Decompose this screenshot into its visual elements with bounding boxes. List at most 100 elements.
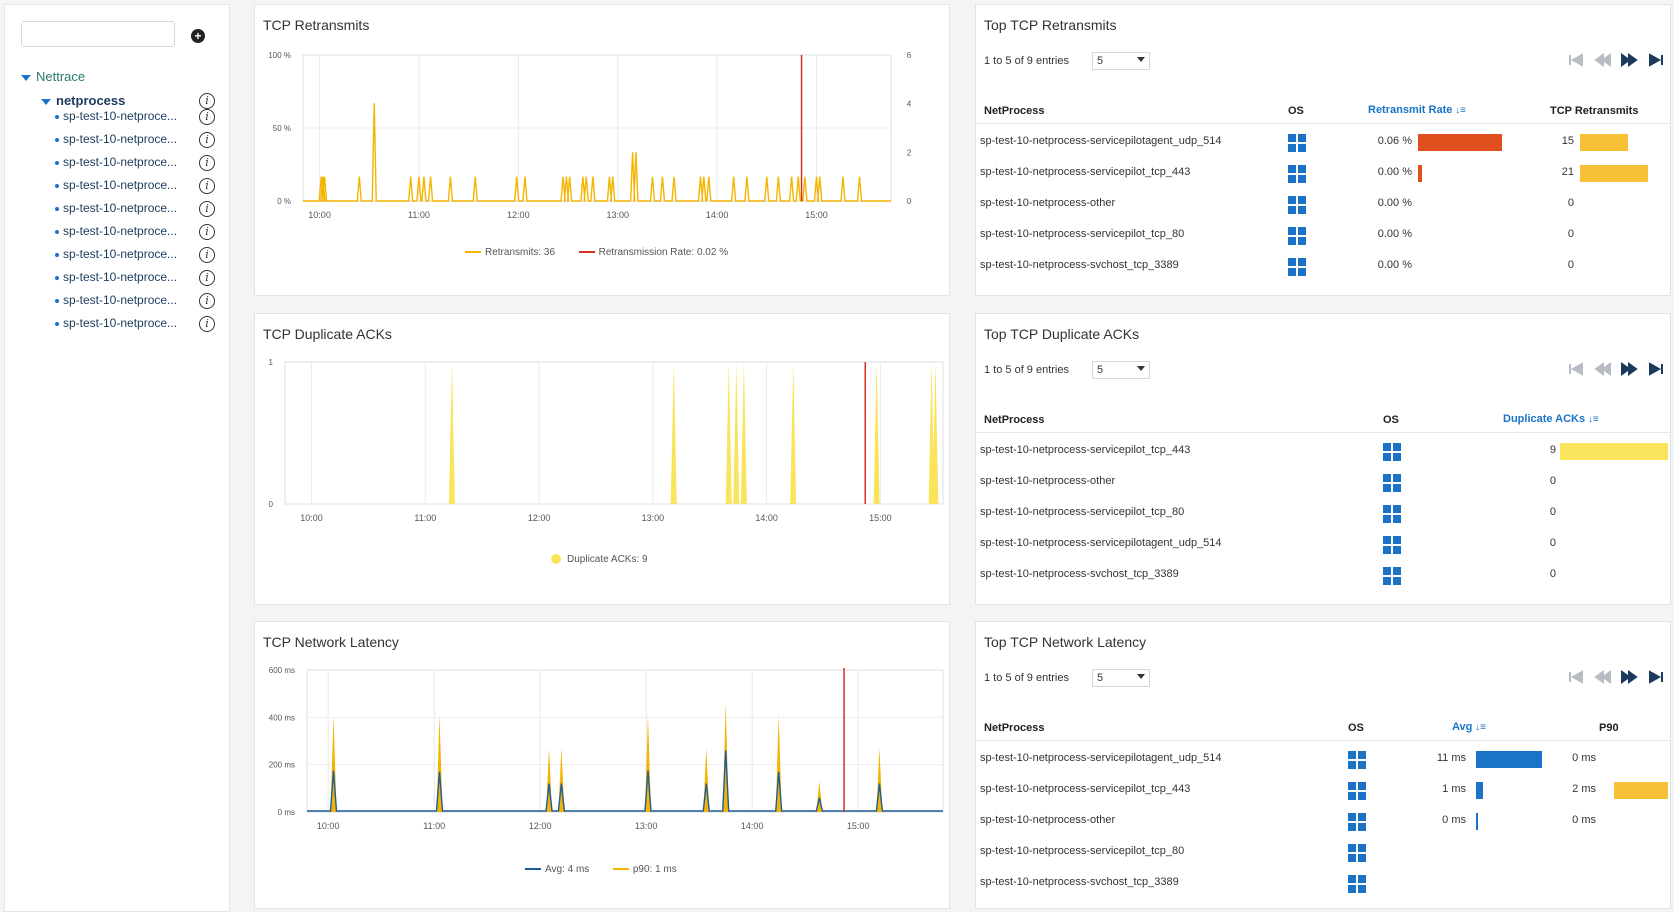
last-page-icon[interactable] bbox=[1646, 53, 1664, 67]
caret-down-icon[interactable] bbox=[41, 98, 51, 105]
tree-node-netprocess[interactable]: netprocess bbox=[41, 93, 125, 108]
x-tick-label: 15:00 bbox=[805, 210, 828, 220]
table-row[interactable]: sp-test-10-netprocess-servicepilot_tcp_8… bbox=[976, 839, 1672, 869]
col-duplicate-acks[interactable]: Duplicate ACKs bbox=[1503, 413, 1599, 425]
table-row[interactable]: sp-test-10-netprocess-servicepilot_tcp_4… bbox=[976, 438, 1672, 468]
col-os[interactable]: OS bbox=[1383, 414, 1399, 426]
col-netprocess[interactable]: NetProcess bbox=[984, 105, 1045, 117]
next-page-icon[interactable] bbox=[1620, 53, 1638, 67]
cell-netprocess: sp-test-10-netprocess-other bbox=[980, 475, 1116, 487]
cell-p90: 2 ms bbox=[1572, 783, 1596, 795]
cell-netprocess: sp-test-10-netprocess-servicepilotagent_… bbox=[980, 135, 1222, 147]
info-icon[interactable]: i bbox=[199, 109, 215, 125]
x-tick-label: 12:00 bbox=[528, 513, 551, 523]
windows-os-icon bbox=[1288, 227, 1306, 245]
cell-netprocess: sp-test-10-netprocess-other bbox=[980, 197, 1116, 209]
table-row[interactable]: sp-test-10-netprocess-servicepilot_tcp_8… bbox=[976, 500, 1672, 530]
panel-tcp-network-latency: TCP Network Latency 10:00 11:00 12:00 13:00… bbox=[254, 621, 950, 909]
col-netprocess[interactable]: NetProcess bbox=[984, 722, 1045, 734]
header-divider bbox=[976, 123, 1670, 124]
panel-tcp-retransmits: TCP Retransmits 10:00 11:00 12:00 13:00 14:0… bbox=[254, 4, 950, 296]
info-icon[interactable]: i bbox=[199, 93, 215, 109]
table-row[interactable]: sp-test-10-netprocess-servicepilotagent_… bbox=[976, 129, 1672, 159]
plus-circle-icon[interactable]: + bbox=[191, 29, 205, 43]
search-input[interactable] bbox=[21, 21, 175, 47]
y-right-tick-label: 4 bbox=[907, 100, 912, 109]
page-size-select[interactable]: 5 bbox=[1092, 52, 1150, 70]
prev-page-icon[interactable] bbox=[1594, 670, 1612, 684]
cell-tcp-retransmits: 0 bbox=[1567, 259, 1574, 271]
info-icon[interactable]: i bbox=[199, 132, 215, 148]
table-row[interactable]: sp-test-10-netprocess-other 0.00 % 0 bbox=[976, 191, 1672, 221]
legend-swatch-dupacks bbox=[551, 554, 561, 565]
tree-leaf-item[interactable]: sp-test-10-netproce... bbox=[54, 109, 178, 123]
y-right-tick-label: 2 bbox=[907, 148, 912, 157]
legend-swatch-avg bbox=[525, 868, 541, 871]
info-icon[interactable]: i bbox=[199, 224, 215, 240]
col-os[interactable]: OS bbox=[1288, 105, 1304, 117]
table-row[interactable]: sp-test-10-netprocess-servicepilotagent_… bbox=[976, 531, 1672, 561]
first-page-icon[interactable] bbox=[1568, 53, 1586, 67]
cell-tcp-retransmits: 21 bbox=[1561, 166, 1574, 178]
table-row[interactable]: sp-test-10-netprocess-servicepilot_tcp_4… bbox=[976, 777, 1672, 807]
pager-controls bbox=[1568, 53, 1664, 67]
col-p90[interactable]: P90 bbox=[1599, 722, 1619, 734]
prev-page-icon[interactable] bbox=[1594, 53, 1612, 67]
table-row[interactable]: sp-test-10-netprocess-other 0 ms 0 ms bbox=[976, 808, 1672, 838]
table-row[interactable]: sp-test-10-netprocess-svchost_tcp_3389 bbox=[976, 870, 1672, 900]
last-page-icon[interactable] bbox=[1646, 362, 1664, 376]
col-netprocess[interactable]: NetProcess bbox=[984, 414, 1045, 426]
info-icon[interactable]: i bbox=[199, 270, 215, 286]
cell-netprocess: sp-test-10-netprocess-servicepilot_tcp_8… bbox=[980, 506, 1185, 518]
p90-bar bbox=[1614, 782, 1668, 799]
next-page-icon[interactable] bbox=[1620, 670, 1638, 684]
dupack-spike bbox=[740, 362, 747, 504]
table-row[interactable]: sp-test-10-netprocess-servicepilot_tcp_4… bbox=[976, 160, 1672, 190]
info-icon[interactable]: i bbox=[199, 293, 215, 309]
tree-leaf-item[interactable]: sp-test-10-netproce... bbox=[54, 293, 178, 307]
info-icon[interactable]: i bbox=[199, 316, 215, 332]
tree-leaf-item[interactable]: sp-test-10-netproce... bbox=[54, 224, 178, 238]
table-row[interactable]: sp-test-10-netprocess-servicepilot_tcp_8… bbox=[976, 222, 1672, 252]
y-tick-label: 100 % bbox=[268, 51, 291, 60]
tree-leaf-item[interactable]: sp-test-10-netproce... bbox=[54, 132, 178, 146]
caret-down-icon[interactable] bbox=[21, 74, 31, 81]
info-icon[interactable]: i bbox=[199, 178, 215, 194]
tree-leaf-item[interactable]: sp-test-10-netproce... bbox=[54, 247, 178, 261]
legend-rate: Retransmission Rate: 0.02 % bbox=[598, 247, 729, 258]
chevron-down-icon bbox=[1137, 674, 1145, 679]
tree-leaf-item[interactable]: sp-test-10-netproce... bbox=[54, 178, 178, 192]
next-page-icon[interactable] bbox=[1620, 362, 1638, 376]
info-icon[interactable]: i bbox=[199, 201, 215, 217]
prev-page-icon[interactable] bbox=[1594, 362, 1612, 376]
panel-title: TCP Retransmits bbox=[263, 17, 370, 33]
table-row[interactable]: sp-test-10-netprocess-servicepilotagent_… bbox=[976, 746, 1672, 776]
tree-node-nettrace[interactable]: Nettrace bbox=[21, 69, 85, 84]
page-size-select[interactable]: 5 bbox=[1092, 669, 1150, 687]
tree-leaf-item[interactable]: sp-test-10-netproce... bbox=[54, 155, 178, 169]
plot-area bbox=[284, 361, 944, 505]
first-page-icon[interactable] bbox=[1568, 362, 1586, 376]
x-tick-label: 10:00 bbox=[300, 513, 323, 523]
col-retransmit-rate[interactable]: Retransmit Rate bbox=[1368, 104, 1466, 116]
col-tcp-retransmits[interactable]: TCP Retransmits bbox=[1550, 105, 1639, 117]
last-page-icon[interactable] bbox=[1646, 670, 1664, 684]
table-row[interactable]: sp-test-10-netprocess-svchost_tcp_3389 0.… bbox=[976, 253, 1672, 283]
y-tick-label: 400 ms bbox=[269, 713, 295, 722]
col-os[interactable]: OS bbox=[1348, 722, 1364, 734]
windows-os-icon bbox=[1288, 196, 1306, 214]
table-row[interactable]: sp-test-10-netprocess-svchost_tcp_3389 0 bbox=[976, 562, 1672, 592]
tree-leaf-item[interactable]: sp-test-10-netproce... bbox=[54, 201, 178, 215]
count-bar bbox=[1580, 134, 1629, 151]
x-tick-label: 13:00 bbox=[635, 821, 658, 831]
first-page-icon[interactable] bbox=[1568, 670, 1586, 684]
tree-leaf-item[interactable]: sp-test-10-netproce... bbox=[54, 316, 178, 330]
x-tick-label: 14:00 bbox=[741, 821, 764, 831]
info-icon[interactable]: i bbox=[199, 155, 215, 171]
page-size-select[interactable]: 5 bbox=[1092, 361, 1150, 379]
tree-leaf-item[interactable]: sp-test-10-netproce... bbox=[54, 270, 178, 284]
table-row[interactable]: sp-test-10-netprocess-other 0 bbox=[976, 469, 1672, 499]
info-icon[interactable]: i bbox=[199, 247, 215, 263]
col-avg[interactable]: Avg bbox=[1452, 721, 1486, 733]
cell-netprocess: sp-test-10-netprocess-servicepilot_tcp_4… bbox=[980, 444, 1191, 456]
